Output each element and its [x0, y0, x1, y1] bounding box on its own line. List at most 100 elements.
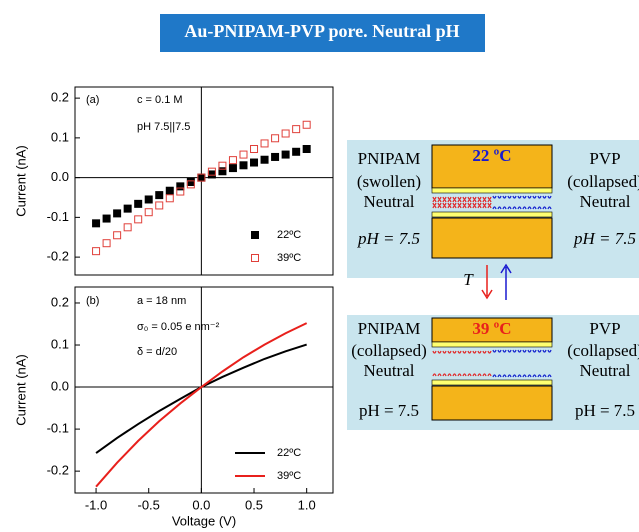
pore-coating [431, 341, 553, 348]
data-point [186, 177, 195, 186]
label: (collapsed) [351, 341, 427, 360]
data-point [102, 214, 111, 223]
data-point [186, 180, 195, 189]
data-point [271, 134, 280, 143]
y-tick-label: 0.2 [51, 294, 69, 309]
y-tick-label: 0.2 [51, 90, 69, 105]
y-tick-label: -0.2 [47, 249, 69, 264]
y-tick-label: -0.2 [47, 463, 69, 478]
polymer-brush [492, 195, 552, 199]
data-point [155, 201, 164, 210]
polymer-brush [432, 199, 492, 203]
data-point [113, 231, 122, 240]
label: Neutral [580, 192, 631, 211]
y-tick-label: 0.0 [51, 378, 69, 393]
data-point [239, 150, 248, 159]
data-point [292, 125, 301, 134]
y-tick-label: 0.1 [51, 129, 69, 144]
annotation: σ₀ = 0.05 e nm⁻² [137, 321, 220, 333]
data-point [123, 204, 132, 213]
title-banner [160, 14, 485, 52]
plot-frame [74, 86, 334, 276]
y-tick-label: 0.1 [51, 336, 69, 351]
data-point [302, 145, 311, 154]
x-tick-label: 0.5 [245, 497, 263, 512]
label: PNIPAM [358, 319, 421, 338]
data-point [228, 164, 237, 173]
annotation: a = 18 nm [137, 295, 186, 307]
data-point [281, 150, 290, 159]
data-point [250, 158, 259, 167]
legend-label: 39ºC [277, 252, 301, 264]
plot-frame [74, 286, 334, 494]
data-point [165, 186, 174, 195]
label: PNIPAM [358, 149, 421, 168]
annotation: δ = d/20 [137, 346, 177, 358]
label: Neutral [580, 361, 631, 380]
polymer-brush [432, 373, 492, 377]
label: PVP [589, 149, 620, 168]
label: pH = 7.5 [573, 229, 636, 248]
label: pH = 7.5 [575, 401, 635, 420]
polymer-brush [432, 202, 492, 206]
annotation: pH 7.5||7.5 [137, 121, 190, 133]
data-point [123, 223, 132, 232]
legend-label: 22ºC [277, 229, 301, 241]
polymer-brush [432, 196, 492, 200]
data-point [144, 195, 153, 204]
temperature: 39 ºC [472, 319, 511, 338]
data-point [176, 182, 185, 191]
data-point [113, 209, 122, 218]
pore-wall [431, 385, 553, 421]
temperature: 22 ºC [472, 146, 511, 165]
arrow [481, 265, 493, 300]
title: Au-PNIPAM-PVP pore. Neutral pH [184, 21, 459, 41]
pore-coating [431, 211, 553, 218]
x-tick-label: 0.0 [192, 497, 210, 512]
arrow [500, 263, 512, 300]
data-point [92, 219, 101, 228]
arrow-label: T [463, 270, 474, 289]
data-point [218, 161, 227, 170]
polymer-brush [492, 206, 552, 210]
data-point [134, 215, 143, 224]
pore-coating [431, 187, 553, 194]
data-point [134, 199, 143, 208]
data-point [239, 161, 248, 170]
pore-wall [431, 144, 553, 189]
data-point [271, 152, 280, 161]
annotation: (b) [86, 295, 99, 307]
label: pH = 7.5 [359, 401, 419, 420]
data-point [302, 120, 311, 129]
y-tick-label: -0.1 [47, 209, 69, 224]
y-axis-label: Current (nA) [13, 145, 28, 217]
data-line [95, 322, 308, 488]
label: (collapsed) [567, 341, 639, 360]
data-point [102, 239, 111, 248]
data-point [144, 208, 153, 217]
x-tick-label: -0.5 [138, 497, 160, 512]
label: pH = 7.5 [357, 229, 420, 248]
label: (collapsed) [567, 172, 639, 191]
data-point [176, 187, 185, 196]
data-point [228, 156, 237, 165]
data-point [250, 145, 259, 154]
label: PVP [589, 319, 620, 338]
data-point [260, 139, 269, 148]
pore-coating [431, 379, 553, 386]
label: Neutral [364, 192, 415, 211]
y-tick-label: -0.1 [47, 421, 69, 436]
data-point [155, 191, 164, 200]
data-point [197, 173, 206, 182]
data-point [92, 247, 101, 256]
y-tick-label: 0.0 [51, 169, 69, 184]
legend-marker [251, 231, 259, 239]
label: Neutral [364, 361, 415, 380]
y-axis-label: Current (nA) [13, 354, 28, 426]
x-tick-label: 1.0 [298, 497, 316, 512]
data-point [292, 147, 301, 156]
legend-label: 22ºC [277, 447, 301, 459]
data-point [207, 170, 216, 179]
label: (swollen) [357, 172, 421, 191]
